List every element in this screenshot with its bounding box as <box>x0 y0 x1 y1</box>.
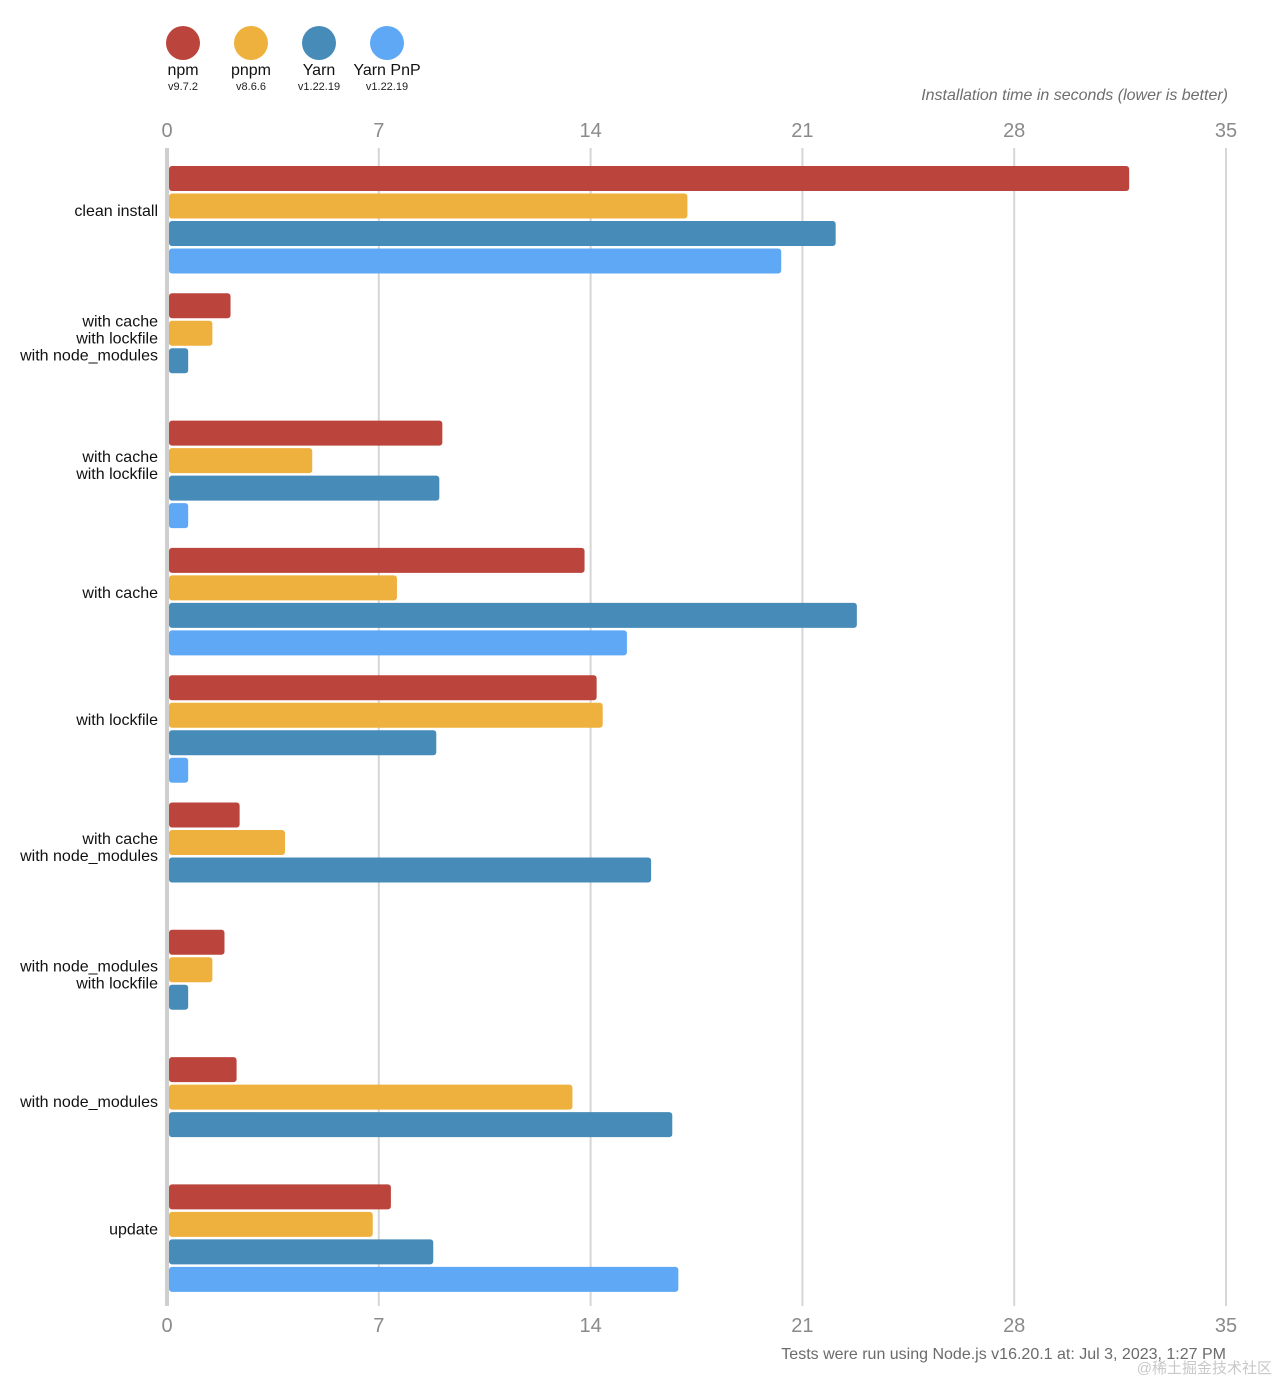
legend-version: v1.22.19 <box>365 81 409 93</box>
x-tick-label-bottom: 28 <box>1003 1315 1025 1337</box>
bar-yarn <box>169 475 440 501</box>
x-tick-label-top: 28 <box>1003 120 1025 142</box>
legend-item-yarn: Yarn v1.22.19 <box>274 26 364 94</box>
legend-label: Yarn PnP <box>353 62 421 79</box>
category-label: with cache with node_modules <box>19 831 158 865</box>
bar-yarn <box>169 602 857 628</box>
category-label: update <box>109 1221 158 1238</box>
legend-item-pnpm: pnpm v8.6.6 <box>206 26 296 94</box>
bar-npm <box>169 675 597 701</box>
legend-item-npm: npm v9.7.2 <box>138 26 228 94</box>
x-tick-label-top: 35 <box>1215 120 1237 142</box>
legend-swatch <box>302 26 336 60</box>
legend-version: v1.22.19 <box>297 81 341 93</box>
bar-yarn-pnp <box>169 1266 679 1292</box>
x-tick-label-top: 7 <box>373 120 384 142</box>
bar-pnpm <box>169 702 603 728</box>
category-label: with node_modules with lockfile <box>19 958 158 992</box>
bar-npm <box>169 802 240 828</box>
x-tick-label-top: 14 <box>579 120 601 142</box>
bar-pnpm <box>169 957 213 983</box>
legend-label: Yarn <box>302 62 336 79</box>
bar-pnpm <box>169 448 313 474</box>
watermark: @稀土掘金技术社区 <box>1136 1360 1272 1377</box>
bar-pnpm <box>169 1211 373 1237</box>
bar-yarn-pnp <box>169 503 189 529</box>
bar-yarn <box>169 984 189 1010</box>
legend-swatch <box>234 26 268 60</box>
legend-label: npm <box>167 62 199 79</box>
x-tick-label-bottom: 14 <box>579 1315 601 1337</box>
bar-yarn <box>169 221 836 246</box>
bar-pnpm <box>169 575 397 601</box>
legend-swatch <box>166 26 200 60</box>
bar-npm <box>169 166 1130 191</box>
bar-npm <box>169 929 225 955</box>
x-tick-label-top: 0 <box>161 120 172 142</box>
x-tick-label-top: 21 <box>791 120 813 142</box>
bar-npm <box>169 420 443 446</box>
bar-yarn <box>169 730 437 756</box>
category-label: with cache with lockfile <box>75 449 158 483</box>
bar-npm <box>169 1184 391 1210</box>
x-tick-label-bottom: 21 <box>791 1315 813 1337</box>
category-label: with lockfile <box>75 712 158 729</box>
x-tick-label-bottom: 7 <box>373 1315 384 1337</box>
bar-pnpm <box>169 320 213 346</box>
bar-yarn <box>169 1239 434 1265</box>
bar-npm <box>169 547 585 573</box>
legend-swatch <box>370 26 404 60</box>
legend-version: v9.7.2 <box>168 81 198 93</box>
bar-yarn-pnp <box>169 630 627 656</box>
bar-npm <box>169 293 231 319</box>
bar-pnpm <box>169 193 688 219</box>
bar-yarn-pnp <box>169 248 782 274</box>
bar-yarn <box>169 348 189 374</box>
category-label: clean install <box>74 203 158 220</box>
category-label: with cache <box>81 585 158 602</box>
category-label: with cache with lockfile with node_modules <box>19 313 158 364</box>
footer-note: Tests were run using Node.js v16.20.1 at… <box>781 1346 1226 1363</box>
bar-yarn-pnp <box>169 757 189 783</box>
bar-yarn <box>169 857 652 883</box>
legend-item-yarn-pnp: Yarn PnP v1.22.19 <box>342 26 432 94</box>
legend-version: v8.6.6 <box>236 81 266 93</box>
bar-npm <box>169 1057 237 1083</box>
x-axis-title: Installation time in seconds (lower is b… <box>921 87 1228 104</box>
x-tick-label-bottom: 0 <box>161 1315 172 1337</box>
legend: npm v9.7.2 pnpm v8.6.6 Yarn v1.22.19 Yar… <box>150 26 450 106</box>
bar-pnpm <box>169 830 286 855</box>
bar-pnpm <box>169 1084 573 1110</box>
category-label: with node_modules <box>19 1094 158 1111</box>
x-tick-label-bottom: 35 <box>1215 1315 1237 1337</box>
bar-yarn <box>169 1112 673 1138</box>
legend-label: pnpm <box>230 62 272 79</box>
